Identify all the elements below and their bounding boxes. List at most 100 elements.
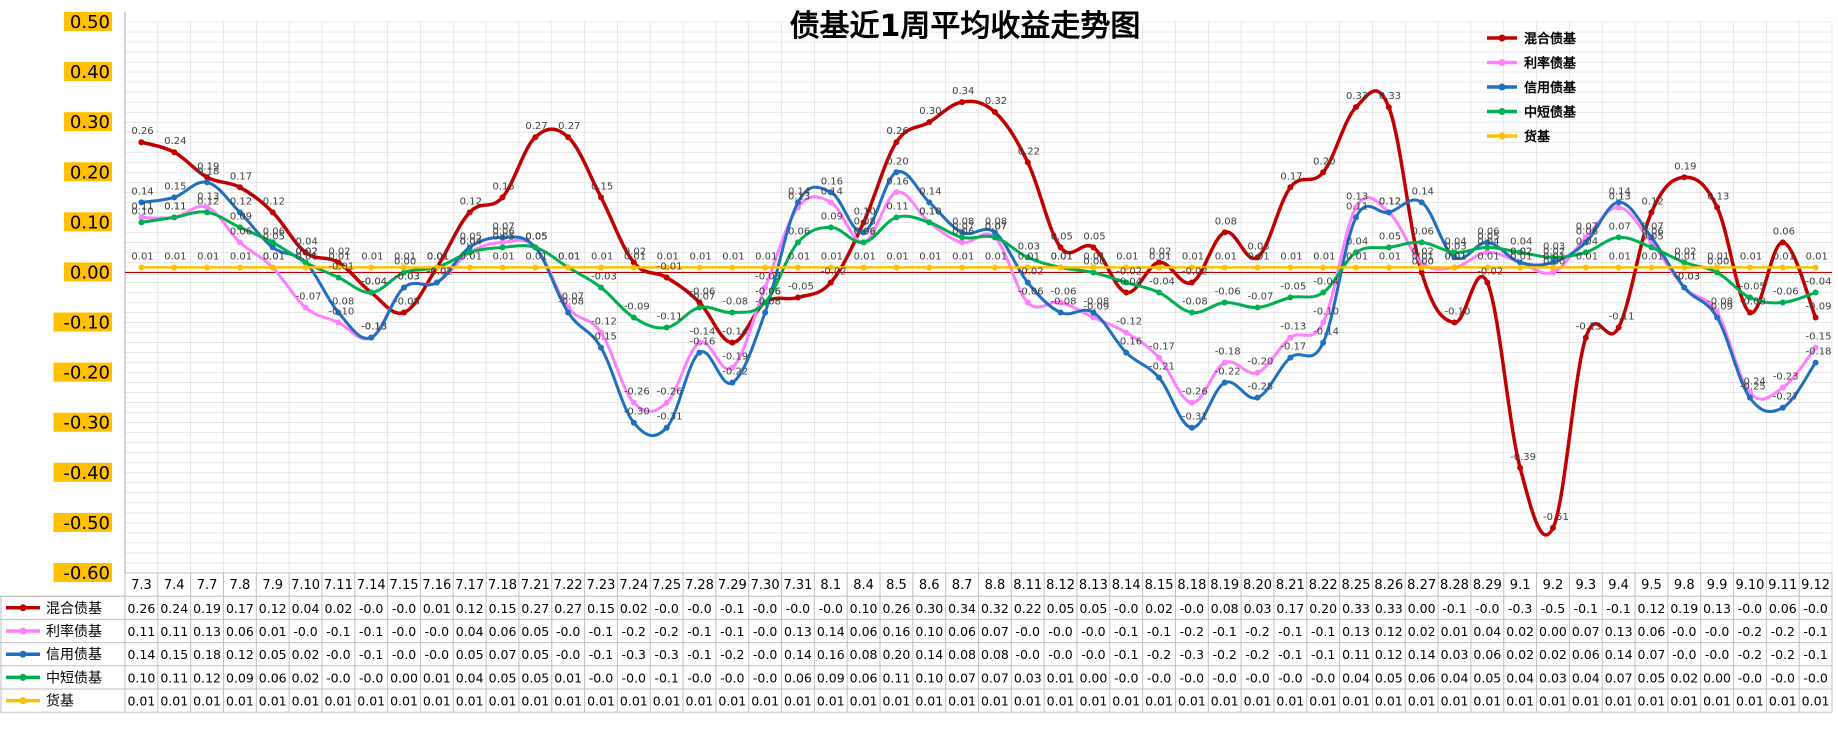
data-label: 0.02 [1543, 246, 1565, 257]
data-label: -0.39 [1510, 452, 1536, 463]
data-label: -0.07 [296, 292, 322, 303]
series-point [1549, 264, 1556, 271]
data-label: 0.14 [821, 186, 843, 197]
data-label: -0.09 [624, 302, 650, 313]
data-label: -0.18 [1806, 347, 1832, 358]
table-cell: -0.0 [753, 647, 777, 662]
data-label: 0.06 [230, 226, 252, 237]
data-label: 0.04 [1444, 236, 1466, 247]
table-cell: 0.16 [817, 647, 845, 662]
series-point [368, 334, 375, 341]
series-point [1549, 254, 1556, 261]
table-cell: 0.14 [817, 624, 845, 639]
series-point [1156, 289, 1163, 296]
data-label: 0.05 [1083, 231, 1105, 242]
series-point [729, 339, 736, 346]
table-cell: 0.22 [1014, 601, 1042, 616]
table-cell: -0.1 [1311, 647, 1335, 662]
series-point [1221, 229, 1228, 236]
data-label: 0.27 [525, 121, 547, 132]
series-point [729, 309, 736, 316]
table-cell: 0.01 [423, 601, 451, 616]
table-cell: -0.0 [1738, 670, 1762, 685]
table-cell: 0.11 [160, 670, 188, 685]
series-point [1287, 294, 1294, 301]
series-point [1385, 209, 1392, 216]
table-cell: 0.27 [521, 601, 549, 616]
table-legend-marker [19, 697, 27, 705]
series-point [696, 304, 703, 311]
series-point [991, 264, 998, 271]
x-tick-label: 7.31 [783, 578, 812, 593]
table-cell: 0.01 [554, 670, 582, 685]
table-cell: 0.11 [1342, 647, 1370, 662]
y-tick-highlight [53, 312, 112, 332]
series-point [1418, 269, 1425, 276]
y-tick-label: 0.10 [70, 212, 110, 233]
table-cell: 0.16 [883, 624, 911, 639]
data-label: 0.01 [1444, 251, 1466, 262]
y-tick-label: -0.60 [63, 563, 110, 584]
table-cell: -0.3 [622, 647, 646, 662]
data-label: 0.08 [1215, 216, 1237, 227]
series-point [1320, 339, 1327, 346]
data-label: 0.26 [886, 126, 908, 137]
data-label: 0.19 [197, 161, 219, 172]
data-label: 0.08 [952, 216, 974, 227]
x-tick-label: 9.4 [1608, 578, 1629, 593]
data-label: -0.06 [755, 287, 781, 298]
y-tick-highlight [64, 62, 112, 82]
series-point [860, 264, 867, 271]
series-point [959, 229, 966, 236]
table-cell: -0.0 [392, 647, 416, 662]
table-cell: -0.0 [1738, 601, 1762, 616]
table-cell: 0.05 [521, 647, 549, 662]
data-label: -0.18 [1215, 347, 1241, 358]
series-point [959, 99, 966, 106]
series-point [1090, 314, 1097, 321]
series-point [1517, 264, 1524, 271]
data-label: -0.02 [427, 266, 453, 277]
series-point [466, 209, 473, 216]
data-label: -0.12 [1116, 317, 1142, 328]
series-point [1615, 264, 1622, 271]
series-point [1353, 264, 1360, 271]
table-cell: 0.14 [1605, 647, 1633, 662]
series-point [991, 234, 998, 241]
table-cell: -0.0 [556, 647, 580, 662]
table-cell: -0.0 [1278, 670, 1302, 685]
data-label: -0.25 [1248, 382, 1274, 393]
data-label: -0.24 [1740, 377, 1766, 388]
series-point [401, 284, 408, 291]
legend-label: 中短债基 [1524, 105, 1577, 121]
series-point [597, 264, 604, 271]
series-point [1320, 169, 1327, 176]
series-point [532, 264, 539, 271]
data-label: 0.15 [591, 181, 613, 192]
series-point [1024, 299, 1031, 306]
table-cell: 0.01 [127, 694, 155, 709]
series-point [1615, 234, 1622, 241]
data-label: 0.01 [985, 251, 1007, 262]
series-point [1385, 244, 1392, 251]
data-label: 0.13 [197, 191, 219, 202]
table-cell: 0.01 [521, 694, 549, 709]
data-label: 0.01 [788, 251, 810, 262]
series-point [1287, 184, 1294, 191]
data-label: -0.16 [689, 337, 715, 348]
x-tick-label: 8.19 [1210, 578, 1239, 593]
data-label: -0.04 [361, 276, 387, 287]
series-point [1057, 264, 1064, 271]
data-label: 0.06 [263, 226, 285, 237]
series-point [663, 424, 670, 431]
table-cell: -0.0 [1705, 624, 1729, 639]
data-label: 0.03 [1248, 241, 1270, 252]
data-label: -0.31 [657, 412, 683, 423]
data-label: -0.01 [328, 261, 354, 272]
series-point [1582, 239, 1589, 246]
table-cell: 0.07 [981, 624, 1009, 639]
table-cell: -0.0 [1311, 670, 1335, 685]
data-label: 0.01 [854, 251, 876, 262]
data-label: -0.10 [328, 307, 354, 318]
data-label: 0.01 [1707, 251, 1729, 262]
